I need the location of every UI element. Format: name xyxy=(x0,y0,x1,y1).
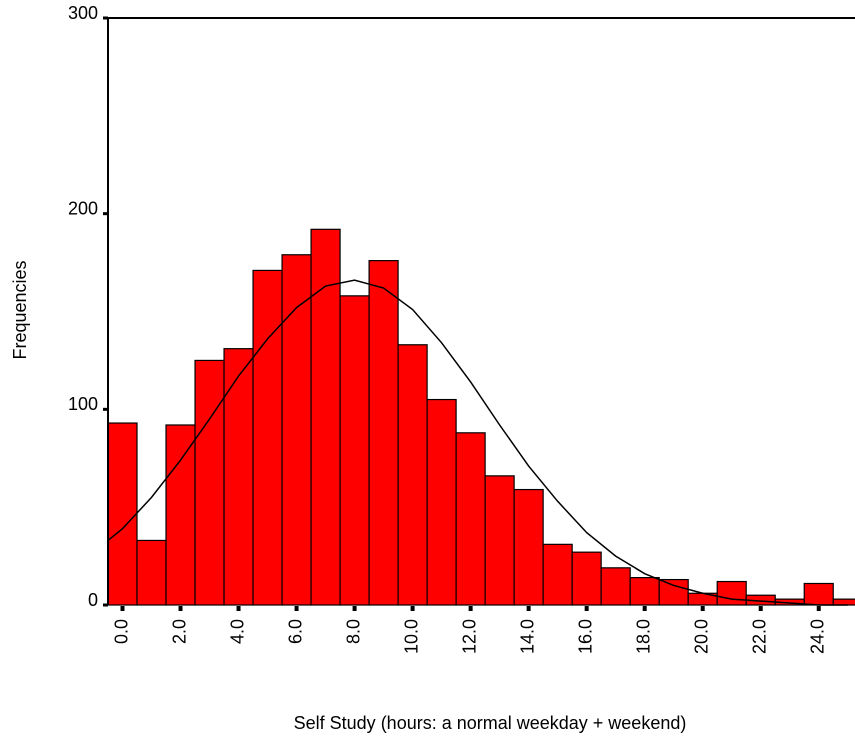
bars xyxy=(108,228,855,606)
y-tick-label: 200 xyxy=(68,198,98,218)
x-tick-mark xyxy=(120,606,125,611)
bar xyxy=(108,422,138,606)
bar xyxy=(223,348,254,606)
bar xyxy=(716,580,747,606)
bar xyxy=(194,359,225,606)
bar xyxy=(803,582,834,606)
x-tick-label: 8.0 xyxy=(343,619,363,644)
x-tick-mark xyxy=(236,606,241,611)
x-tick-label: 6.0 xyxy=(285,619,305,644)
normal-curve xyxy=(108,279,848,606)
bar xyxy=(339,295,370,606)
bar xyxy=(310,228,341,606)
bar xyxy=(832,598,855,606)
bar xyxy=(368,260,399,606)
y-tick-label: 300 xyxy=(68,3,98,23)
x-tick-label: 20.0 xyxy=(691,619,711,654)
bar xyxy=(513,488,544,606)
bar xyxy=(426,398,457,606)
bar xyxy=(629,577,660,606)
y-tick-mark xyxy=(103,16,108,20)
y-axis-title: Frequencies xyxy=(10,260,30,359)
x-tick-mark xyxy=(816,606,821,611)
x-tick-mark xyxy=(178,606,183,611)
bar xyxy=(281,254,312,606)
x-tick-mark xyxy=(526,606,531,611)
x-tick-label: 14.0 xyxy=(517,619,537,654)
x-tick-label: 16.0 xyxy=(575,619,595,654)
x-tick-mark xyxy=(468,606,473,611)
x-tick-label: 0.0 xyxy=(111,619,131,644)
x-tick-mark xyxy=(410,606,415,611)
y-tick-label: 0 xyxy=(88,590,98,610)
bar xyxy=(397,344,428,606)
x-tick-mark xyxy=(758,606,763,611)
bar xyxy=(600,567,631,606)
y-tick-label: 100 xyxy=(68,394,98,414)
x-tick-label: 24.0 xyxy=(807,619,827,654)
x-tick-label: 18.0 xyxy=(633,619,653,654)
x-tick-label: 22.0 xyxy=(749,619,769,654)
bar xyxy=(658,578,689,606)
x-tick-mark xyxy=(584,606,589,611)
bar xyxy=(542,543,573,606)
x-tick-label: 4.0 xyxy=(227,619,247,644)
bar xyxy=(571,551,602,606)
bar xyxy=(165,424,196,606)
x-tick-mark xyxy=(700,606,705,611)
y-tick-mark xyxy=(103,212,108,216)
bar xyxy=(484,475,515,606)
x-tick-label: 2.0 xyxy=(169,619,189,644)
x-tick-label: 12.0 xyxy=(459,619,479,654)
x-tick-mark xyxy=(642,606,647,611)
x-tick-mark xyxy=(294,606,299,611)
bar xyxy=(136,539,167,606)
bar xyxy=(455,432,486,606)
y-tick-mark xyxy=(103,407,108,411)
x-tick-mark xyxy=(352,606,357,611)
y-tick-mark xyxy=(103,603,108,607)
bar xyxy=(252,269,283,606)
x-axis-title: Self Study (hours: a normal weekday + we… xyxy=(294,713,687,733)
x-tick-label: 10.0 xyxy=(401,619,421,654)
